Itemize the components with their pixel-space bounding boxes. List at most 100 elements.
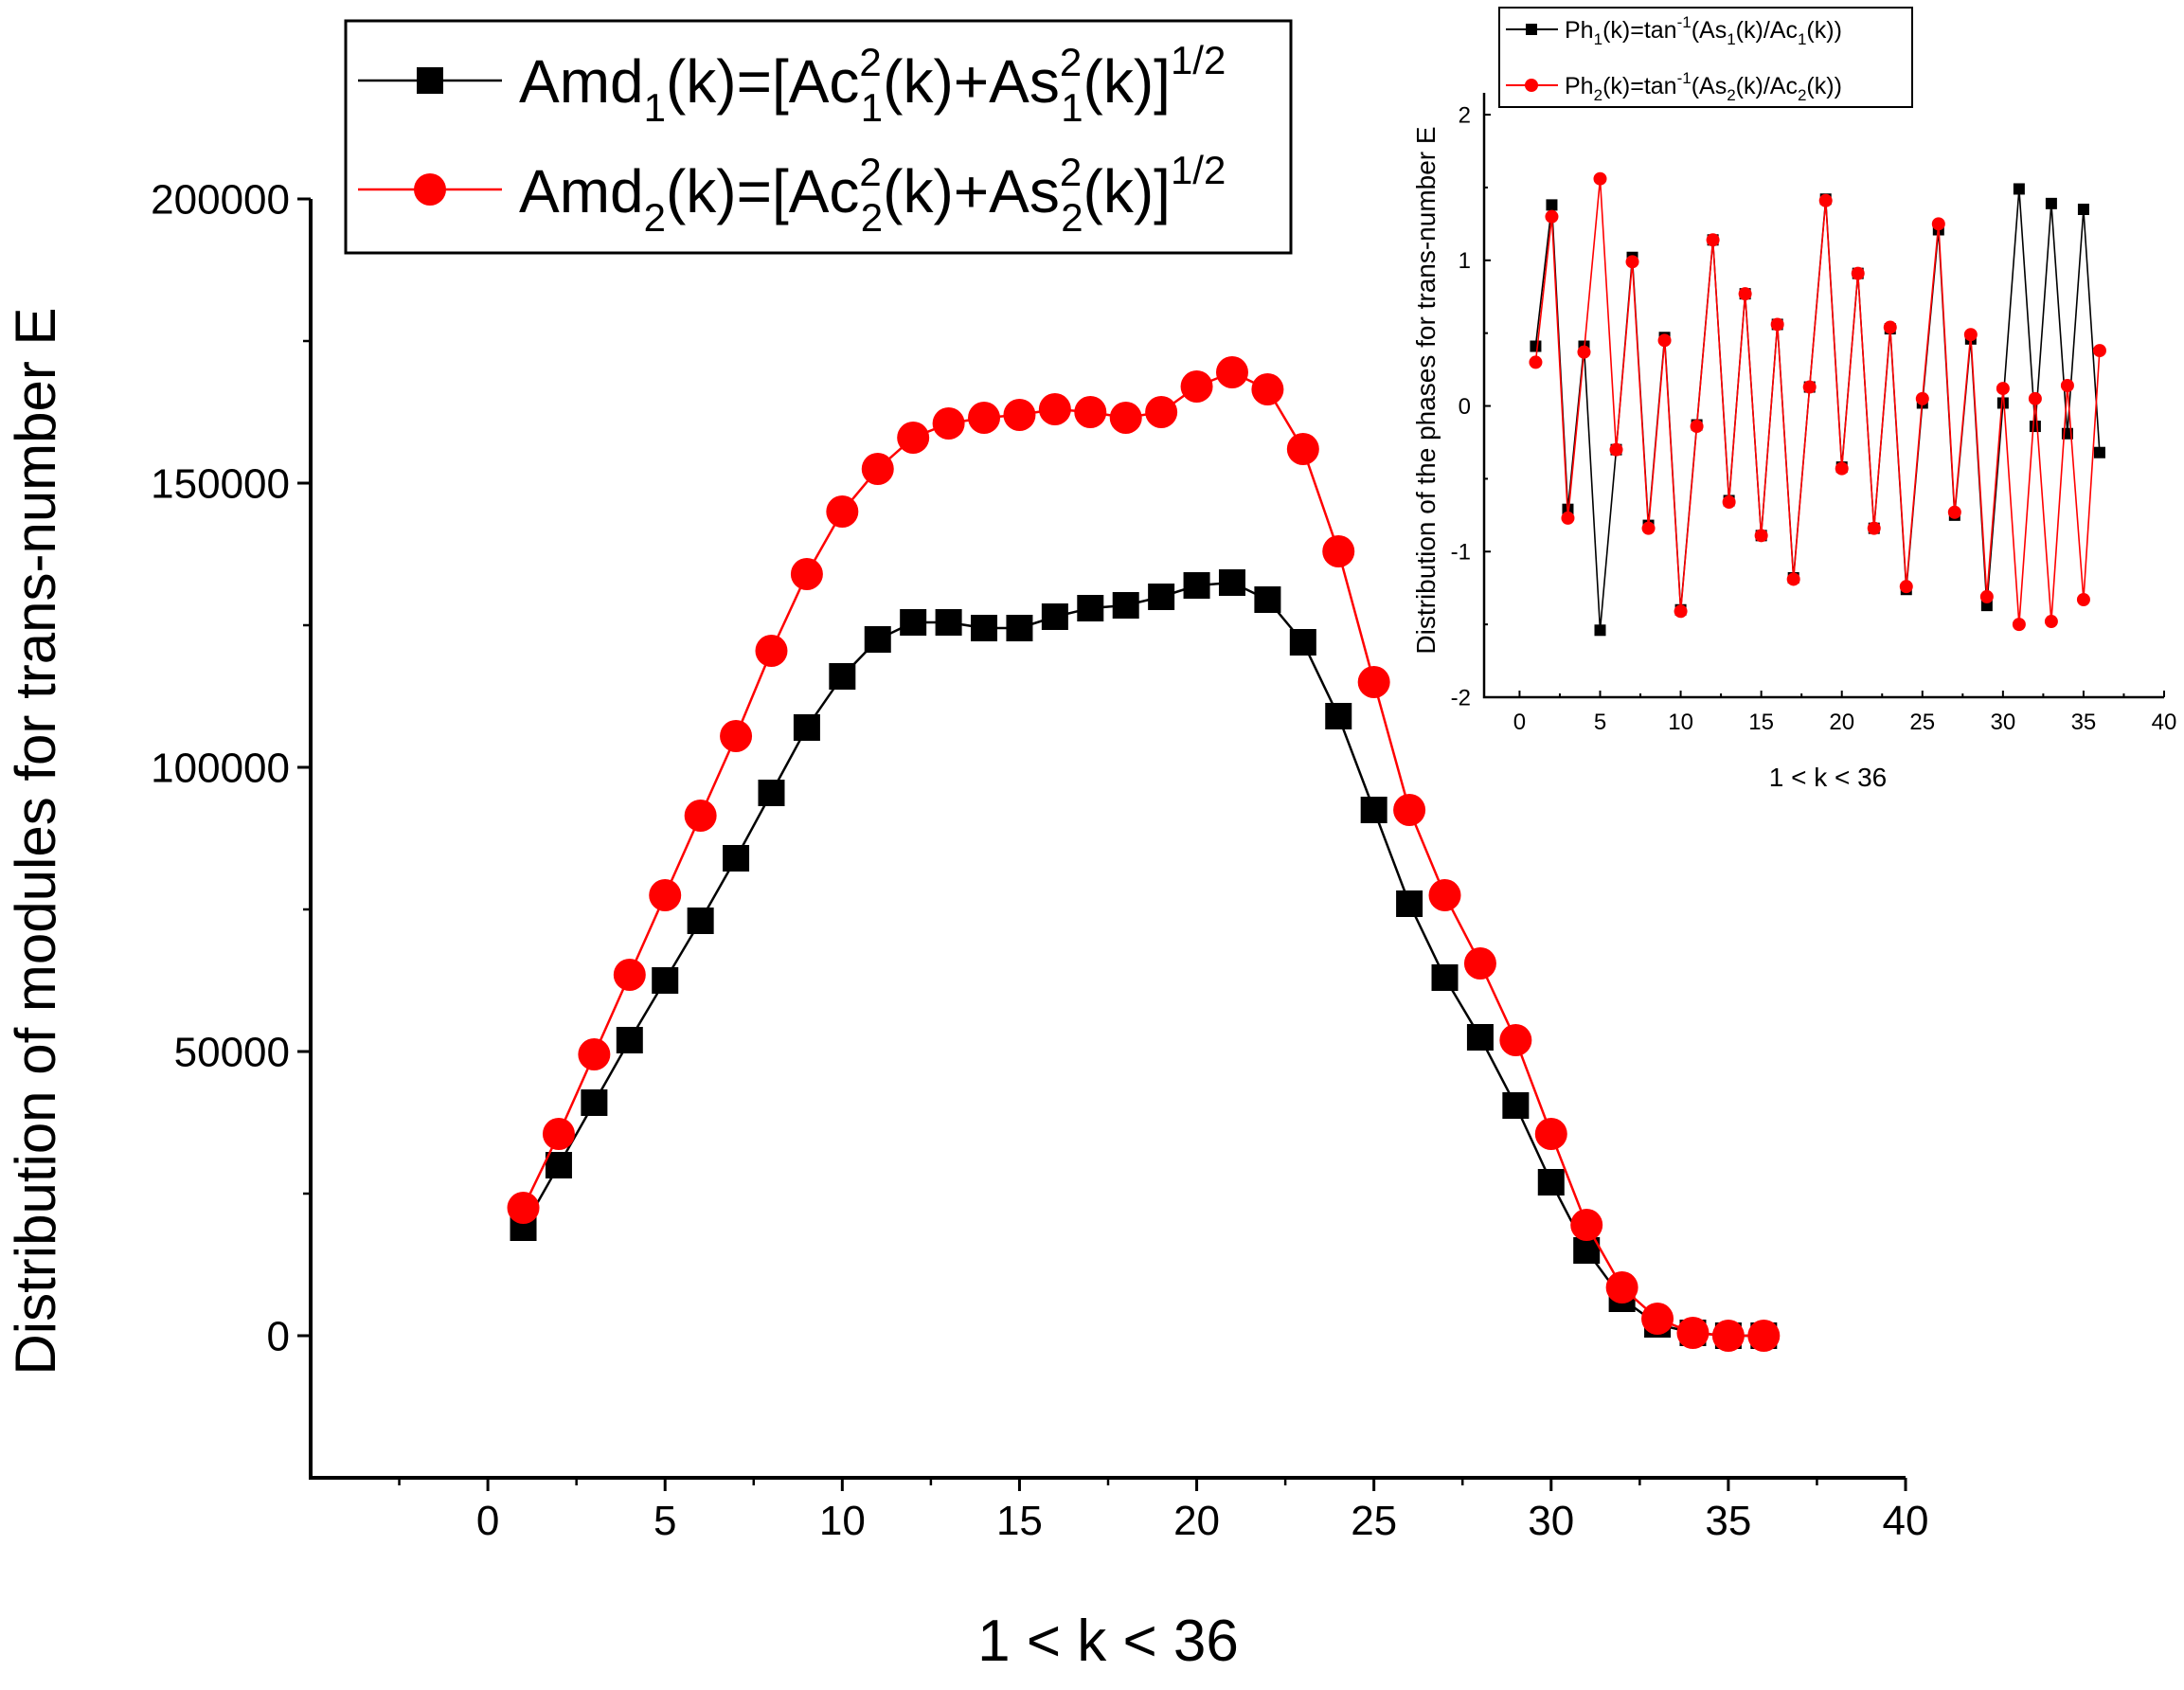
inset-y-tick-label: 0 xyxy=(1459,394,1471,420)
main-point-amd2 xyxy=(649,879,682,911)
inset-point-ph2 xyxy=(1899,580,1913,594)
main-x-tick-label: 30 xyxy=(1528,1498,1574,1544)
main-point-amd2 xyxy=(1357,666,1390,698)
inset-point-ph2 xyxy=(1786,572,1800,586)
main-point-amd1 xyxy=(971,615,998,641)
inset-point-ph2 xyxy=(1722,494,1736,509)
main-point-amd2 xyxy=(755,635,788,667)
main-point-amd1 xyxy=(687,908,714,934)
main-point-amd2 xyxy=(578,1038,611,1070)
main-point-amd1 xyxy=(1148,584,1175,610)
inset-point-ph1 xyxy=(1996,397,2009,409)
inset-point-ph2 xyxy=(2092,344,2106,358)
main-point-amd1 xyxy=(1112,592,1139,619)
inset-x-tick-label: 10 xyxy=(1668,710,1693,735)
inset-y-tick-label: -1 xyxy=(1451,540,1471,566)
inset-point-ph1 xyxy=(2077,203,2089,215)
inset-point-ph2 xyxy=(1625,255,1639,269)
main-x-tick-label: 25 xyxy=(1351,1498,1397,1544)
main-x-tick-label: 0 xyxy=(476,1498,499,1544)
inset-point-ph1 xyxy=(2013,183,2025,195)
main-chart: 0 5 10 15 20 25 30 35 40050000100000150000200000… xyxy=(4,176,1928,1674)
legend-entry-amd1: Amd1(k)=[Ac2 1(k)+As2 1(k)]1/2 xyxy=(358,38,1226,130)
main-point-amd1 xyxy=(1006,615,1033,641)
main-point-amd1 xyxy=(1360,797,1387,823)
main-point-amd1 xyxy=(758,780,785,806)
inset-chart: 0 5 10 15 20 25 30 35 40 -2 -1 0 1 2 1 < k < 36 Distr… xyxy=(1411,93,2176,792)
main-point-amd2 xyxy=(826,495,859,528)
main-y-tick-label: 100000 xyxy=(151,745,290,791)
inset-point-ph2 xyxy=(1915,391,1929,405)
inset-point-ph2 xyxy=(1802,380,1817,394)
inset-point-ph2 xyxy=(1835,461,1849,476)
main-point-amd1 xyxy=(1041,603,1068,630)
main-x-tick-label: 40 xyxy=(1883,1498,1929,1544)
inset-x-tick-label: 35 xyxy=(2071,710,2097,735)
inset-point-ph2 xyxy=(1996,382,2010,396)
main-point-amd1 xyxy=(1077,595,1104,621)
main-point-amd2 xyxy=(1251,373,1284,405)
inset-x-tick-label: 15 xyxy=(1748,710,1774,735)
legend-label-ph2: Ph2(k)=tan-1(As2(k)/Ac2(k)) xyxy=(1565,69,1842,104)
main-point-amd1 xyxy=(1183,572,1210,599)
main-point-amd2 xyxy=(1393,794,1426,826)
main-point-amd2 xyxy=(1145,396,1178,428)
main-point-amd2 xyxy=(507,1192,540,1224)
main-point-amd2 xyxy=(1109,402,1142,434)
main-point-amd2 xyxy=(790,558,823,590)
main-point-amd2 xyxy=(542,1118,575,1150)
main-point-amd2 xyxy=(613,959,646,991)
legend-label-ph1: Ph1(k)=tan-1(As1(k)/Ac1(k)) xyxy=(1565,13,1842,48)
legend-label-amd1: Amd1(k)=[Ac2 1(k)+As2 1(k)]1/2 xyxy=(519,38,1226,130)
main-x-axis-label: 1 < k < 36 xyxy=(977,1609,1239,1674)
main-point-amd2 xyxy=(1676,1317,1710,1349)
inset-point-ph2 xyxy=(2028,391,2042,405)
inset-point-ph2 xyxy=(2044,615,2058,629)
main-axis-lines xyxy=(309,199,1906,1480)
inset-point-ph2 xyxy=(1818,193,1833,207)
inset-series-group xyxy=(1529,171,2106,637)
inset-x-tick-label: 40 xyxy=(2152,710,2177,735)
main-point-amd1 xyxy=(1254,586,1281,613)
inset-y-tick-label: 2 xyxy=(1459,102,1471,128)
inset-point-ph2 xyxy=(1931,217,1945,231)
inset-point-ph2 xyxy=(1867,521,1881,535)
main-legend: Amd1(k)=[Ac2 1(k)+As2 1(k)]1/2 Amd2(k)=[Ac… xyxy=(344,19,1293,255)
inset-point-ph2 xyxy=(1738,287,1752,301)
inset-point-ph2 xyxy=(1690,420,1704,434)
main-point-amd2 xyxy=(968,402,1001,434)
main-point-amd2 xyxy=(1711,1320,1745,1352)
main-legend-box xyxy=(344,19,1293,255)
inset-point-ph1 xyxy=(2045,197,2057,209)
legend-entry-ph1: Ph1(k)=tan-1(As1(k)/Ac1(k)) xyxy=(1506,13,1842,48)
main-point-amd1 xyxy=(864,626,891,653)
main-y-tick-label: 200000 xyxy=(151,176,290,223)
inset-point-ph2 xyxy=(1754,529,1768,543)
inset-y-tick-label: -2 xyxy=(1451,685,1471,710)
main-point-amd2 xyxy=(720,720,753,752)
main-point-amd2 xyxy=(1747,1320,1781,1352)
legend-entry-amd2: Amd2(k)=[Ac2 2(k)+As2 2(k)]1/2 xyxy=(358,148,1226,240)
inset-point-ph2 xyxy=(2012,618,2026,632)
inset-x-tick-label: 25 xyxy=(1909,710,1935,735)
main-point-amd2 xyxy=(1428,879,1461,911)
main-point-amd2 xyxy=(1534,1118,1567,1150)
inset-point-ph1 xyxy=(2093,446,2105,458)
inset-point-ph2 xyxy=(1770,317,1784,332)
inset-x-tick-label: 0 xyxy=(1513,710,1526,735)
inset-axes: 0 5 10 15 20 25 30 35 40 -2 -1 0 1 2 xyxy=(1451,93,2177,735)
inset-point-ph2 xyxy=(1657,333,1672,348)
main-x-tick-label: 35 xyxy=(1705,1498,1751,1544)
inset-legend: Ph1(k)=tan-1(As1(k)/Ac1(k)) Ph2(k)=tan-1… xyxy=(1498,7,1913,108)
inset-x-tick-label: 20 xyxy=(1829,710,1854,735)
main-point-amd1 xyxy=(829,663,856,690)
inset-point-ph2 xyxy=(1963,328,1978,342)
main-x-tick-label: 10 xyxy=(819,1498,866,1544)
inset-point-ph2 xyxy=(1561,511,1575,525)
legend-marker-amd1 xyxy=(417,67,443,94)
main-point-amd2 xyxy=(1499,1024,1532,1056)
main-y-axis-label: Distribution of modules for trans-number… xyxy=(4,307,67,1375)
main-point-amd1 xyxy=(545,1152,572,1178)
